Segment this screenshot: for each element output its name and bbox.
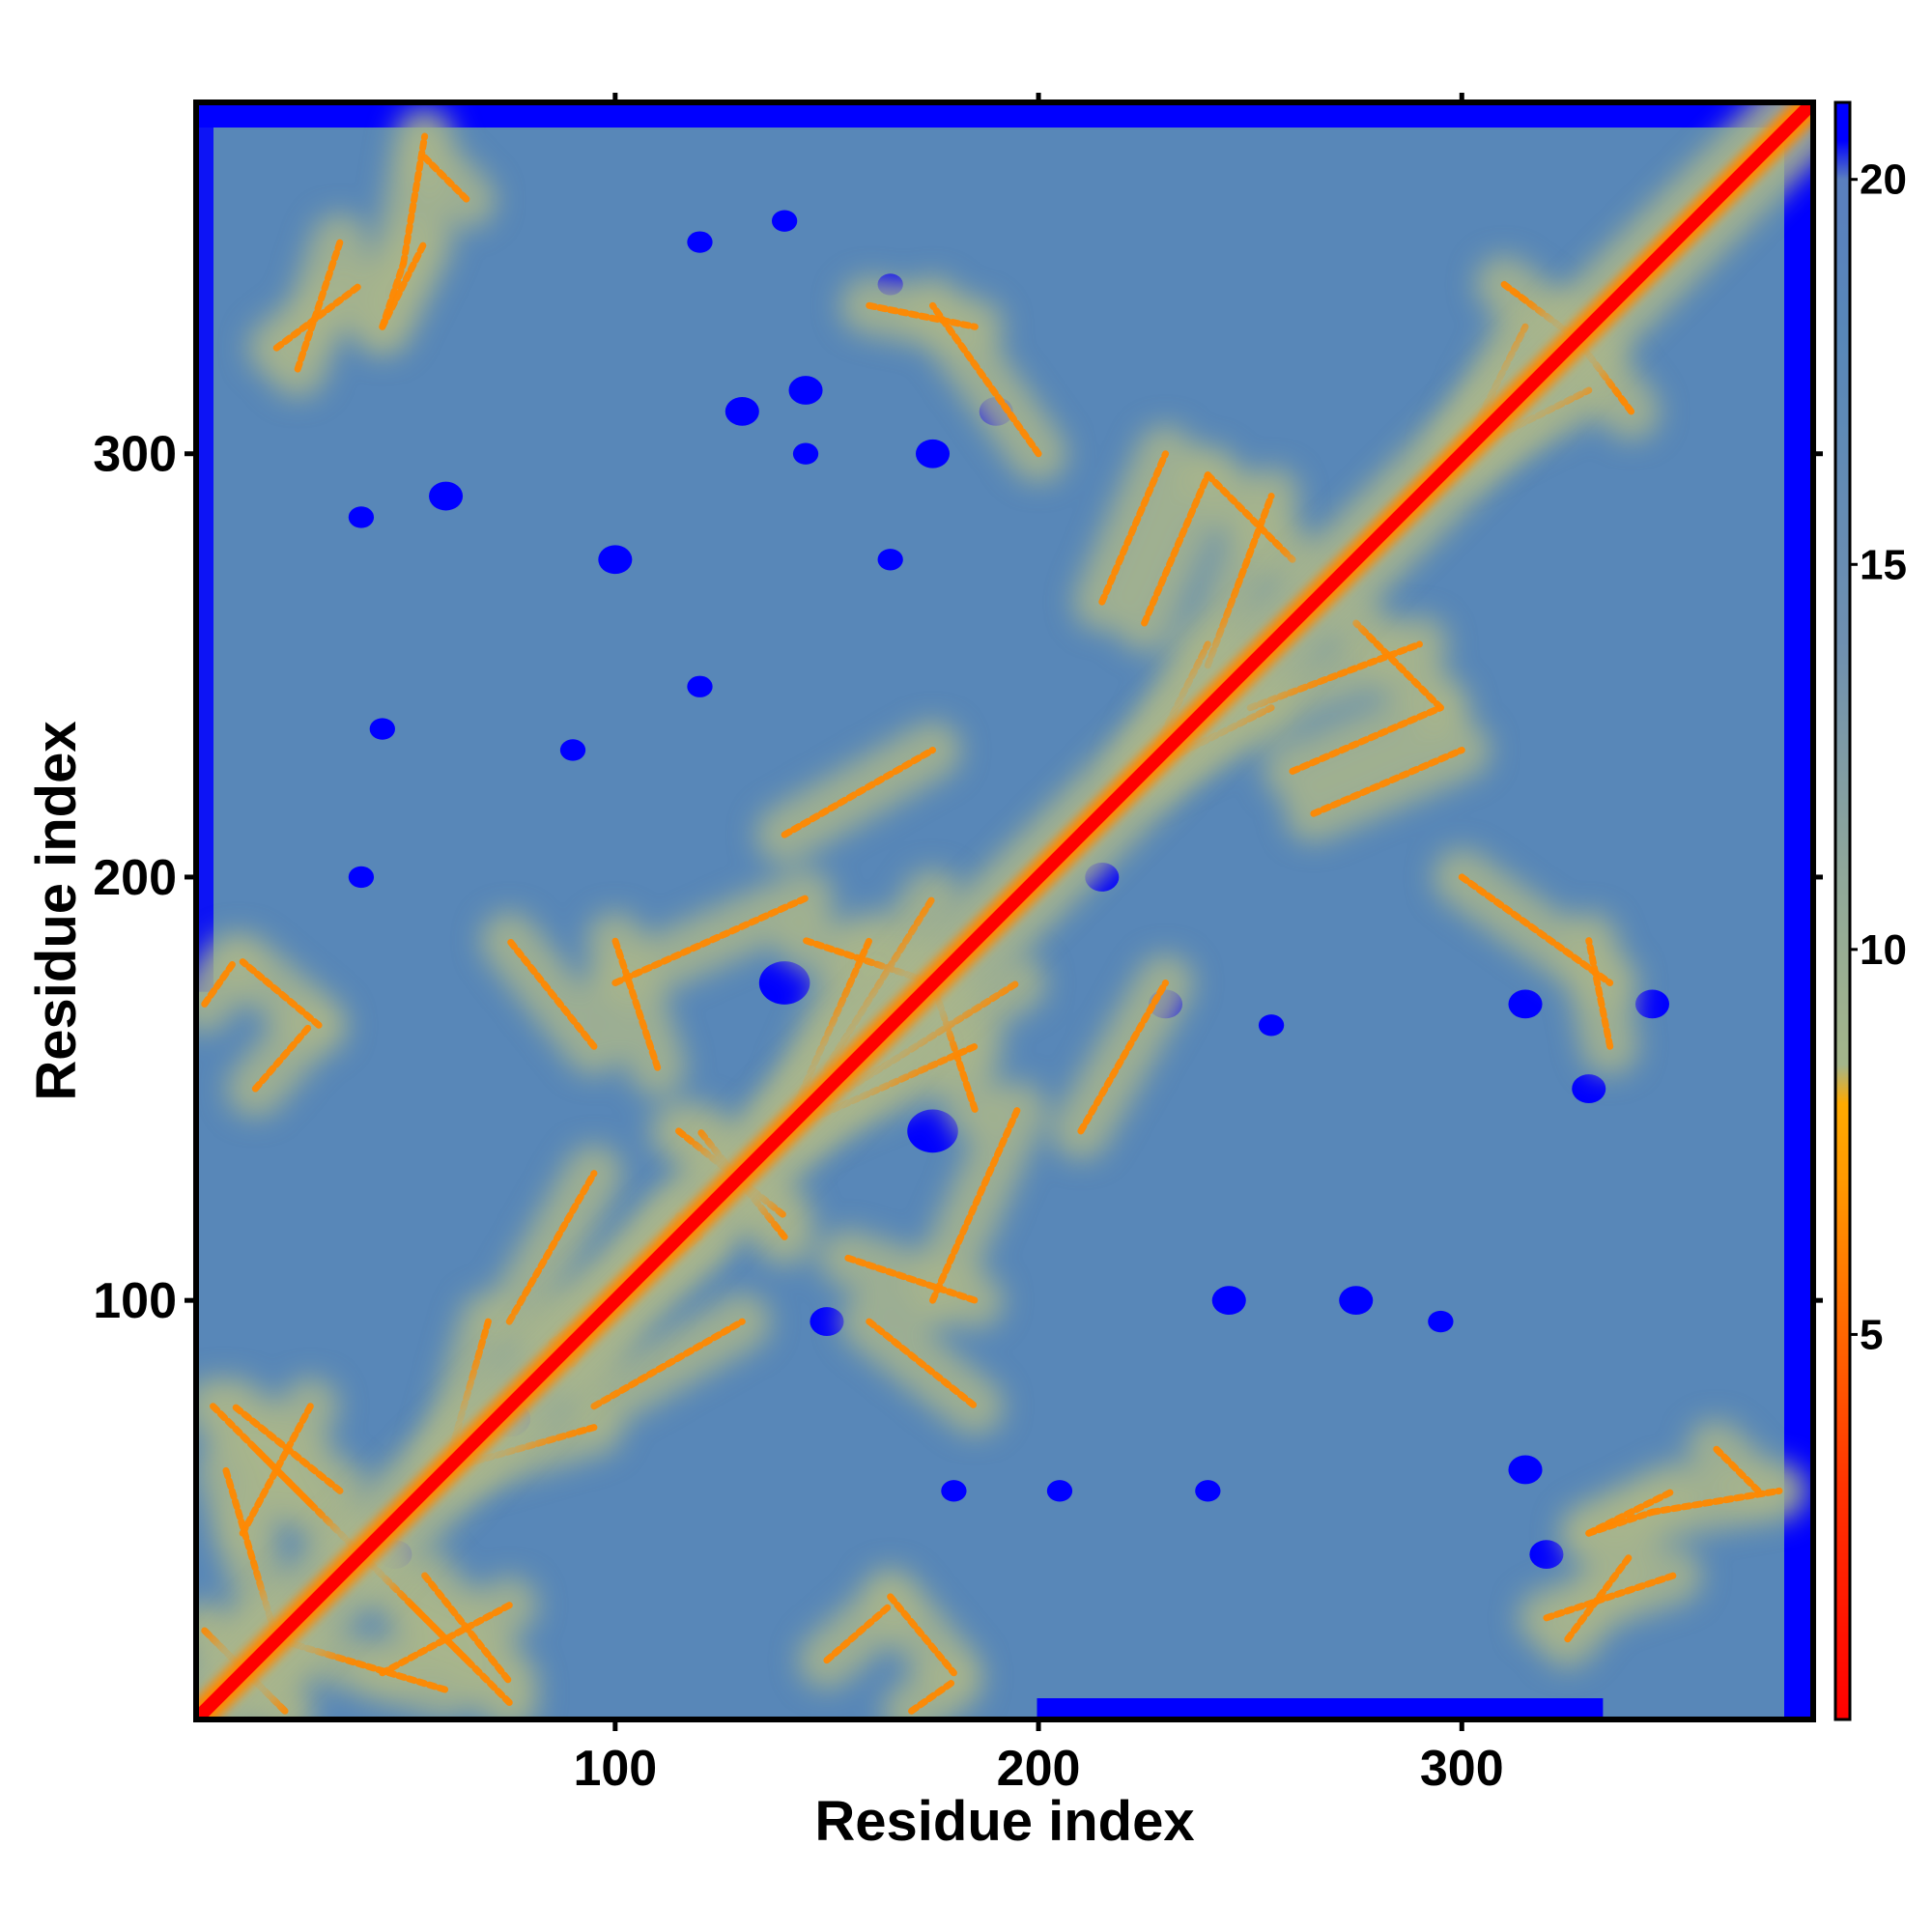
far-blob bbox=[941, 1480, 967, 1502]
far-blob bbox=[1508, 1455, 1543, 1485]
contact-segment bbox=[908, 1678, 957, 1715]
far-band-top bbox=[196, 102, 1813, 128]
contact-segment bbox=[590, 1318, 746, 1410]
contact-segment bbox=[781, 746, 937, 838]
far-blob bbox=[598, 545, 633, 575]
colorbar-tick-label: 10 bbox=[1860, 926, 1907, 974]
far-blob bbox=[1258, 1014, 1285, 1037]
far-blob bbox=[758, 961, 810, 1005]
far-blob bbox=[792, 442, 819, 465]
y-tick-label: 300 bbox=[93, 427, 177, 483]
contact-segment bbox=[611, 895, 810, 986]
far-blob bbox=[1339, 1286, 1374, 1316]
y-axis-title: Residue index bbox=[25, 721, 88, 1100]
colorbar: 5 10 15 20 bbox=[1833, 100, 1907, 1721]
far-blob bbox=[1634, 989, 1670, 1019]
heatmap-area bbox=[196, 102, 1813, 1719]
far-blob bbox=[429, 481, 464, 511]
far-blob bbox=[1529, 1540, 1564, 1569]
contact-segment bbox=[929, 1106, 1021, 1304]
contact-segment bbox=[408, 1602, 470, 1664]
contact-segment bbox=[844, 1254, 979, 1304]
contact-segment bbox=[201, 958, 238, 1008]
contact-segment bbox=[929, 301, 1042, 458]
colorbar-tick-label: 20 bbox=[1860, 156, 1907, 204]
contact-segment bbox=[294, 239, 344, 373]
far-blob bbox=[724, 397, 759, 426]
far-blob bbox=[907, 1109, 958, 1153]
far-blob bbox=[788, 376, 823, 405]
colorbar-tick-label: 15 bbox=[1860, 541, 1907, 588]
contact-segment bbox=[1712, 1445, 1762, 1494]
x-tick-label: 100 bbox=[573, 1741, 657, 1797]
far-blob bbox=[348, 866, 375, 889]
far-blob bbox=[1508, 989, 1543, 1019]
far-blob bbox=[369, 718, 395, 740]
contact-segment bbox=[239, 1403, 314, 1537]
contact-segment bbox=[866, 1318, 979, 1410]
contact-segment bbox=[1077, 979, 1170, 1135]
contact-segment bbox=[823, 1602, 895, 1664]
contact-segment bbox=[1585, 1487, 1677, 1537]
far-band-left bbox=[196, 102, 213, 992]
contact-segment bbox=[421, 154, 470, 204]
contact-segment bbox=[887, 1593, 957, 1677]
far-blob bbox=[348, 506, 375, 528]
contact-segment bbox=[230, 1403, 344, 1494]
far-blob bbox=[1211, 1286, 1246, 1316]
contact-segment bbox=[1585, 937, 1614, 1050]
far-blob bbox=[915, 439, 951, 469]
axes: 100 200 300 100 200 300 Residue index Residue i… bbox=[25, 93, 1823, 1853]
contact-segment bbox=[251, 1445, 314, 1508]
x-tick-label: 200 bbox=[997, 1741, 1081, 1797]
contact-segment bbox=[1289, 704, 1444, 775]
contact-segment bbox=[611, 937, 662, 1071]
contact-segment bbox=[866, 301, 979, 330]
far-blob bbox=[810, 1307, 844, 1336]
contact-segment bbox=[1458, 873, 1614, 986]
far-blob bbox=[1428, 1310, 1454, 1333]
contact-segment bbox=[505, 1170, 598, 1325]
far-blob bbox=[687, 675, 713, 697]
contact-segment bbox=[400, 132, 429, 268]
contact-segment bbox=[421, 1572, 513, 1686]
far-blob bbox=[559, 739, 586, 761]
contact-segment bbox=[1098, 450, 1170, 606]
diagonal bbox=[196, 102, 1813, 1719]
contact-segment bbox=[379, 1602, 513, 1677]
far-band-right bbox=[1784, 102, 1813, 1719]
contact-segment bbox=[505, 937, 598, 1050]
y-tick-label: 200 bbox=[93, 850, 177, 906]
contact-segment bbox=[1352, 619, 1444, 712]
colorbar-tick-label: 5 bbox=[1860, 1311, 1883, 1358]
contact-segment bbox=[1141, 471, 1211, 627]
contact-segment bbox=[1310, 746, 1465, 817]
far-edge-bands bbox=[196, 102, 1813, 1719]
far-blob bbox=[1046, 1480, 1073, 1502]
contact-segment bbox=[379, 239, 429, 330]
diagonal-core bbox=[196, 102, 1813, 1719]
far-blob bbox=[877, 549, 903, 571]
contact-segment bbox=[251, 1021, 314, 1093]
contact-segment bbox=[1543, 1572, 1677, 1622]
contact-segment bbox=[1204, 471, 1296, 563]
plot-border bbox=[193, 99, 1816, 1722]
x-tick-label: 300 bbox=[1420, 1741, 1504, 1797]
colorbar-gradient bbox=[1833, 100, 1852, 1721]
contact-segment bbox=[239, 958, 323, 1029]
contact-segment bbox=[1648, 1487, 1783, 1516]
far-band-bottom bbox=[1037, 1698, 1604, 1719]
far-blob bbox=[1195, 1480, 1221, 1502]
y-tick-label: 100 bbox=[93, 1273, 177, 1329]
far-blob bbox=[687, 231, 713, 253]
plot-frame bbox=[193, 99, 1816, 1722]
far-blob bbox=[771, 210, 798, 232]
far-blob bbox=[1572, 1074, 1606, 1103]
x-axis-title: Residue index bbox=[814, 1790, 1194, 1853]
